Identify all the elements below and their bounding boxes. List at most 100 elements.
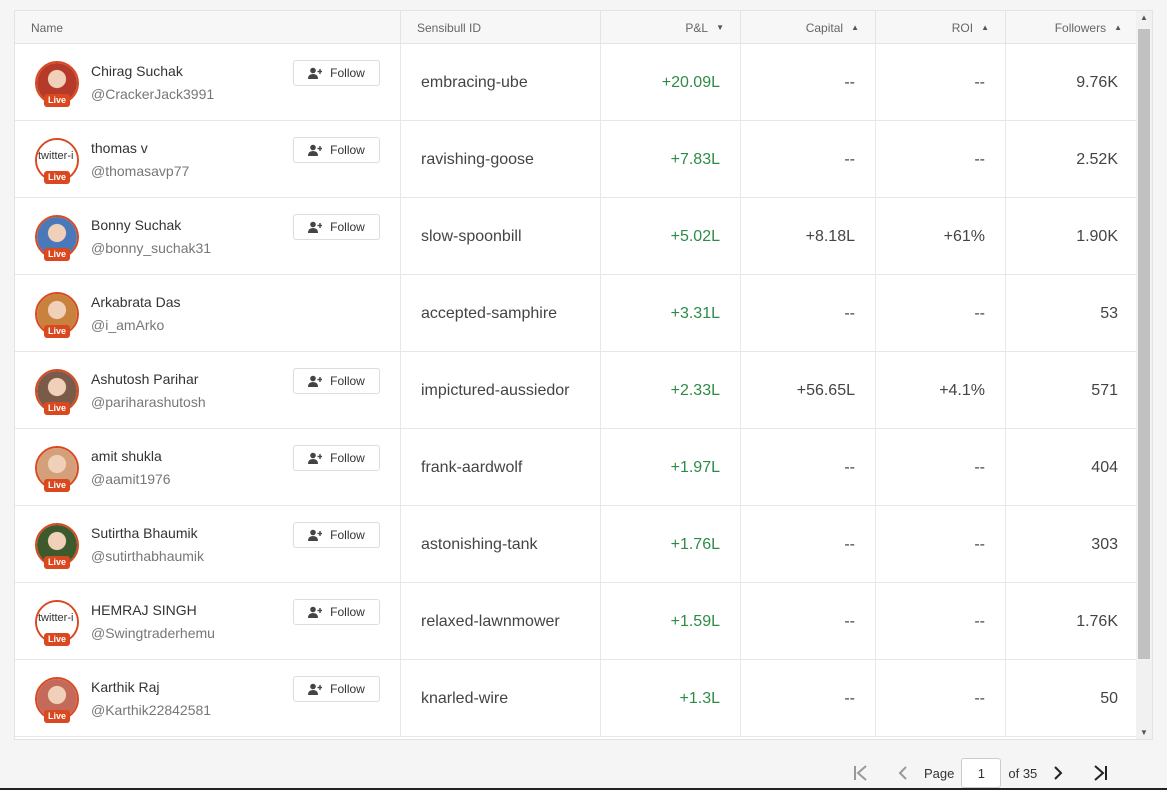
sort-asc-icon[interactable]: ▲	[851, 23, 859, 32]
sensibull-id-cell: slow-spoonbill	[401, 198, 601, 275]
avatar[interactable]: Live	[35, 291, 79, 338]
sort-asc-icon[interactable]: ▲	[1114, 23, 1122, 32]
sensibull-id-cell: embracing-ube	[401, 44, 601, 121]
prev-page-icon[interactable]	[888, 758, 918, 788]
capital-cell: --	[741, 429, 876, 506]
sort-desc-icon[interactable]: ▼	[716, 23, 724, 32]
page-number-input[interactable]: 1	[961, 758, 1002, 788]
user-name[interactable]: Ashutosh Parihar	[91, 371, 199, 387]
header-roi-label: ROI	[951, 20, 974, 35]
capital-cell: --	[741, 506, 876, 583]
header-pnl-label: P&L	[685, 20, 709, 35]
followers-cell: 53	[1100, 304, 1118, 322]
follow-button[interactable]: Follow	[293, 214, 380, 240]
follow-label: Follow	[330, 220, 365, 234]
roi-cell: --	[876, 275, 1006, 352]
pnl-cell: +1.97L	[601, 429, 741, 506]
header-capital[interactable]: Capital ▲	[741, 11, 876, 44]
header-sensibull-id[interactable]: Sensibull ID	[401, 11, 601, 44]
user-name[interactable]: HEMRAJ SINGH	[91, 602, 197, 618]
user-cell: twitter-i Live thomas v @thomasavp77 Fol…	[15, 121, 401, 198]
avatar[interactable]: twitter-i Live	[35, 137, 79, 184]
sensibull-id-cell: astonishing-tank	[401, 506, 601, 583]
sort-asc-icon[interactable]: ▲	[981, 23, 989, 32]
header-name[interactable]: Name	[15, 11, 401, 44]
first-page-icon[interactable]	[846, 758, 876, 788]
follow-button[interactable]: Follow	[293, 137, 380, 163]
user-cell: Live Chirag Suchak @CrackerJack3991 Foll…	[15, 44, 401, 121]
add-person-icon	[308, 67, 323, 79]
pnl-cell: +7.83L	[601, 121, 741, 198]
follow-button[interactable]: Follow	[293, 368, 380, 394]
follow-button[interactable]: Follow	[293, 676, 380, 702]
follow-button[interactable]: Follow	[293, 445, 380, 471]
roi-cell: --	[876, 44, 1006, 121]
capital-cell: +8.18L	[741, 198, 876, 275]
last-page-icon[interactable]	[1085, 758, 1115, 788]
header-name-label: Name	[31, 20, 64, 35]
avatar[interactable]: Live	[35, 60, 79, 107]
table-row[interactable]: Live Karthik Raj @Karthik22842581 Follow…	[15, 660, 1138, 737]
avatar[interactable]: Live	[35, 522, 79, 569]
live-badge: Live	[43, 709, 71, 723]
pagination: Page 1 of 35	[840, 757, 1121, 789]
follow-button[interactable]: Follow	[293, 599, 380, 625]
add-person-icon	[308, 375, 323, 387]
user-name[interactable]: Sutirtha Bhaumik	[91, 525, 198, 541]
user-cell: Live Sutirtha Bhaumik @sutirthabhaumik F…	[15, 506, 401, 583]
avatar[interactable]: Live	[35, 445, 79, 492]
table-row[interactable]: Live Sutirtha Bhaumik @sutirthabhaumik F…	[15, 506, 1138, 583]
capital-cell: --	[741, 660, 876, 737]
table-row[interactable]: Live Bonny Suchak @bonny_suchak31 Follow…	[15, 198, 1138, 275]
sensibull-id-cell: accepted-samphire	[401, 275, 601, 352]
live-badge: Live	[43, 632, 71, 646]
capital-cell: --	[741, 121, 876, 198]
user-handle: @aamit1976	[91, 471, 171, 487]
follow-button[interactable]: Follow	[293, 60, 380, 86]
followers-cell: 404	[1091, 458, 1118, 476]
header-pnl[interactable]: P&L ▼	[601, 11, 741, 44]
user-name[interactable]: thomas v	[91, 140, 148, 156]
sensibull-id-cell: relaxed-lawnmower	[401, 583, 601, 660]
roi-cell: --	[876, 506, 1006, 583]
follow-label: Follow	[330, 605, 365, 619]
user-name[interactable]: amit shukla	[91, 448, 162, 464]
user-name[interactable]: Karthik Raj	[91, 679, 160, 695]
table-row[interactable]: twitter-i Live HEMRAJ SINGH @Swingtrader…	[15, 583, 1138, 660]
roi-cell: +4.1%	[876, 352, 1006, 429]
followers-cell: 303	[1091, 535, 1118, 553]
user-handle: @thomasavp77	[91, 163, 190, 179]
follow-button[interactable]: Follow	[293, 522, 380, 548]
vertical-scrollbar[interactable]: ▲ ▼	[1136, 11, 1152, 739]
scroll-up-icon[interactable]: ▲	[1140, 13, 1148, 22]
avatar[interactable]: Live	[35, 214, 79, 261]
scrollbar-thumb[interactable]	[1138, 29, 1150, 659]
user-cell: Live amit shukla @aamit1976 Follow	[15, 429, 401, 506]
capital-cell: +56.65L	[741, 352, 876, 429]
capital-cell: --	[741, 275, 876, 352]
live-badge: Live	[43, 401, 71, 415]
user-name[interactable]: Chirag Suchak	[91, 63, 183, 79]
user-name[interactable]: Arkabrata Das	[91, 294, 181, 310]
scroll-down-icon[interactable]: ▼	[1140, 728, 1148, 737]
add-person-icon	[308, 221, 323, 233]
table-row[interactable]: Live Ashutosh Parihar @pariharashutosh F…	[15, 352, 1138, 429]
table-header: Name Sensibull ID P&L ▼ Capital ▲ ROI ▲ Fol…	[15, 11, 1138, 44]
table-row[interactable]: twitter-i Live thomas v @thomasavp77 Fol…	[15, 121, 1138, 198]
header-roi[interactable]: ROI ▲	[876, 11, 1006, 44]
table-row[interactable]: Live Chirag Suchak @CrackerJack3991 Foll…	[15, 44, 1138, 121]
avatar[interactable]: twitter-i Live	[35, 599, 79, 646]
follow-label: Follow	[330, 451, 365, 465]
followers-cell: 1.76K	[1076, 612, 1118, 630]
followers-cell: 50	[1100, 689, 1118, 707]
followers-cell: 9.76K	[1076, 73, 1118, 91]
avatar[interactable]: Live	[35, 676, 79, 723]
user-name[interactable]: Bonny Suchak	[91, 217, 182, 233]
avatar[interactable]: Live	[35, 368, 79, 415]
roi-cell: --	[876, 429, 1006, 506]
header-followers[interactable]: Followers ▲	[1006, 11, 1138, 44]
next-page-icon[interactable]	[1043, 758, 1073, 788]
user-cell: Live Bonny Suchak @bonny_suchak31 Follow	[15, 198, 401, 275]
table-row[interactable]: Live amit shukla @aamit1976 Follow frank…	[15, 429, 1138, 506]
table-row[interactable]: Live Arkabrata Das @i_amArko accepted-sa…	[15, 275, 1138, 352]
